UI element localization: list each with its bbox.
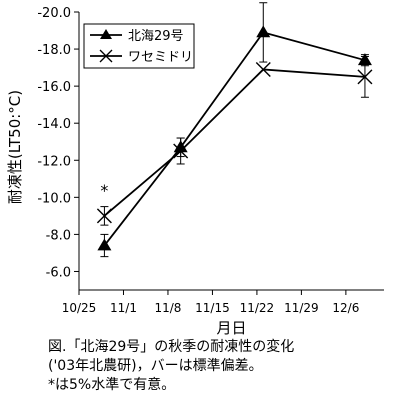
series-line-1 — [103, 31, 366, 247]
x-marker — [96, 208, 112, 224]
figure-caption: 図.「北海29号」の秋季の耐凍性の変化 ('03年北農研)，バーは標準偏差。 *… — [48, 338, 388, 395]
x-tick-label: 11/22 — [240, 301, 275, 315]
y-tick-label: -10.0 — [37, 191, 71, 206]
y-axis-title: 耐凍性(LT50:°C) — [6, 90, 24, 204]
x-tick-label: 12/6 — [332, 301, 359, 315]
x-marker — [173, 143, 189, 159]
legend-label: 北海29号 — [128, 29, 184, 44]
y-tick-label: -16.0 — [37, 80, 71, 95]
series-line-2 — [103, 68, 366, 217]
x-tick-label: 11/8 — [154, 301, 181, 315]
caption-line-1: 図.「北海29号」の秋季の耐凍性の変化 — [48, 339, 295, 355]
y-tick-label: -12.0 — [37, 154, 71, 169]
x-axis-title: 月日 — [216, 319, 246, 337]
y-tick-label: -18.0 — [37, 43, 71, 58]
legend-label: ワセミドリ — [128, 50, 193, 65]
x-tick-label: 11/1 — [110, 301, 137, 315]
triangle-marker — [97, 238, 112, 251]
caption-line-2: ('03年北農研)，バーは標準偏差。 — [48, 358, 263, 374]
y-tick-label: -20.0 — [37, 6, 71, 21]
caption-line-3: *は5%水準で有意。 — [48, 377, 176, 393]
y-tick-label: -14.0 — [37, 117, 71, 132]
significance-asterisk: * — [100, 181, 108, 200]
legend-x-marker — [99, 49, 113, 63]
x-tick-label: 11/15 — [195, 301, 230, 315]
triangle-marker — [256, 25, 271, 38]
line-chart: -6.0 -8.0 -10.0 -12.0 -14.0 -16.0 -18.0 -20.0 10… — [6, 2, 384, 337]
x-tick-label: 10/25 — [62, 301, 97, 315]
legend-triangle-marker — [100, 29, 112, 39]
y-tick-label: -6.0 — [46, 265, 71, 280]
y-tick-label: -8.0 — [46, 228, 71, 243]
x-marker — [357, 69, 373, 85]
x-marker — [255, 61, 271, 77]
legend-box — [83, 23, 195, 69]
x-tick-label: 11/29 — [284, 301, 319, 315]
